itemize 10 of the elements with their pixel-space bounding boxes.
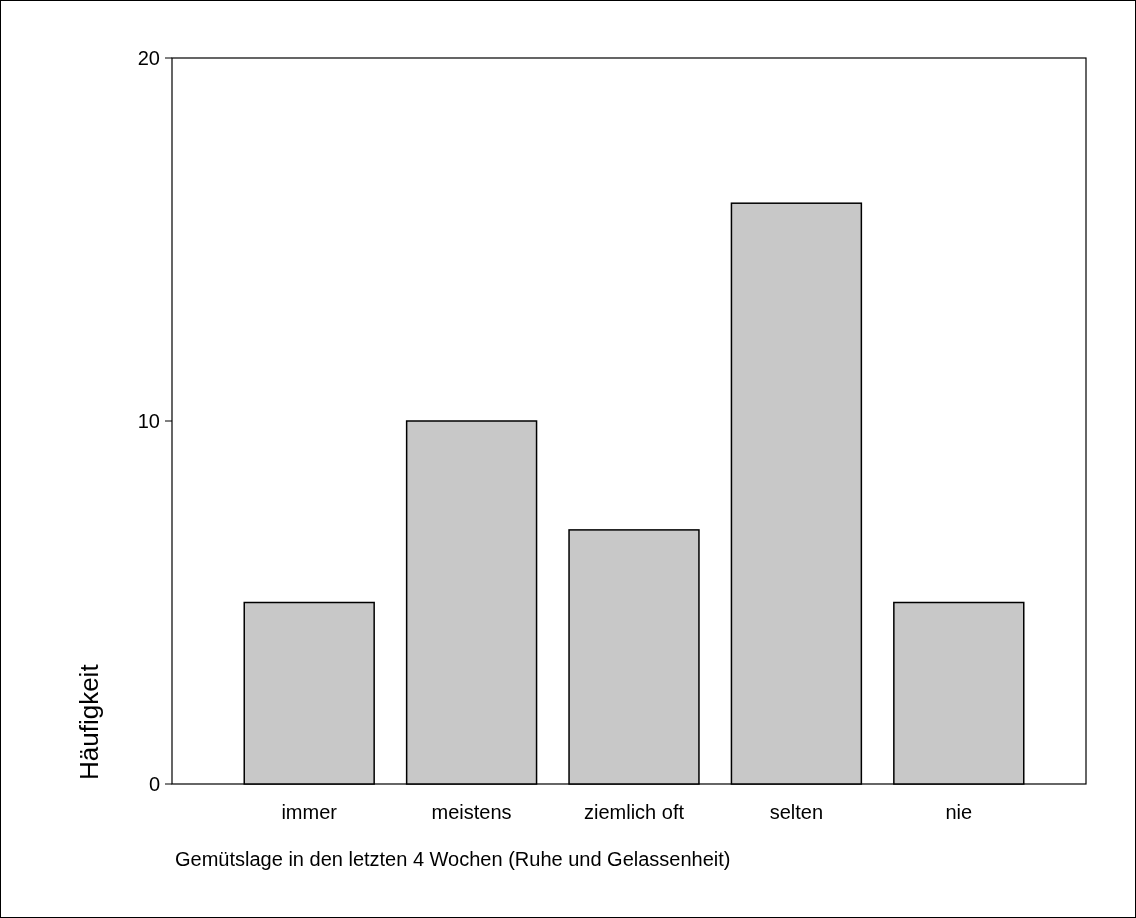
x-tick-label: immer	[281, 801, 338, 823]
y-axis-title: Häufigkeit	[74, 663, 104, 780]
y-tick-label: 0	[148, 773, 160, 795]
y-tick-label: 20	[137, 47, 160, 69]
x-tick-label: nie	[945, 801, 973, 823]
x-tick-label: selten	[769, 801, 824, 823]
x-axis-title: Gemütslage in den letzten 4 Wochen (Ruhe und Gelassenheit)	[175, 848, 731, 870]
x-tick-label: meistens	[431, 801, 512, 823]
y-tick-label: 10	[137, 410, 160, 432]
x-tick-label: ziemlich oft	[583, 801, 685, 823]
